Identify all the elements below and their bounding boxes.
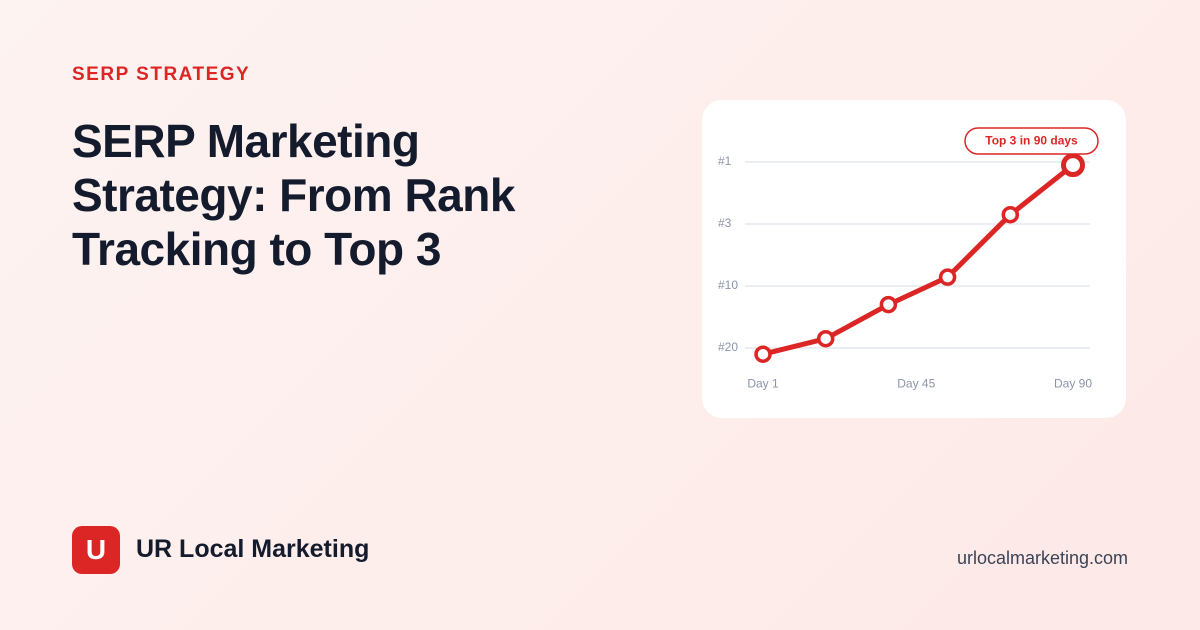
x-tick-label: Day 90: [1054, 376, 1092, 390]
annotation-pill: [964, 127, 1099, 155]
eyebrow: SERP STRATEGY: [72, 64, 251, 85]
brand-name: UR Local Marketing: [136, 535, 370, 563]
x-tick-label: Day 1: [747, 376, 779, 390]
point: [816, 329, 835, 348]
logo: U: [72, 526, 120, 574]
y-tick-label: #3: [718, 216, 732, 230]
point: [1061, 153, 1085, 178]
line: [760, 162, 1076, 357]
y-tick-label: #10: [718, 278, 738, 292]
headline: SERP Marketing Strategy: From Rank Track…: [72, 115, 515, 275]
point: [1001, 205, 1020, 224]
y-tick-label: #1: [718, 154, 732, 168]
chart-card: [702, 100, 1126, 418]
point: [938, 268, 957, 286]
point: [879, 295, 898, 314]
y-tick-label: #20: [718, 340, 738, 354]
url: urlocalmarketing.com: [956, 548, 1128, 568]
x-tick-label: Day 45: [897, 376, 935, 390]
point: [754, 345, 772, 363]
annotation: Top 3 in 90 days: [985, 134, 1078, 148]
